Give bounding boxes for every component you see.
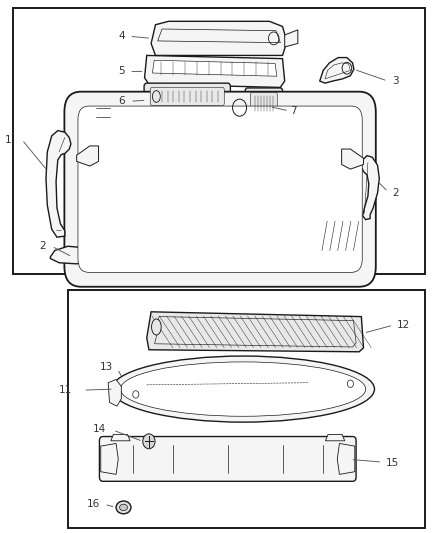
Text: 14: 14 bbox=[93, 424, 106, 433]
Text: 2: 2 bbox=[39, 241, 46, 251]
Polygon shape bbox=[325, 434, 345, 441]
FancyBboxPatch shape bbox=[245, 88, 283, 119]
Polygon shape bbox=[101, 443, 118, 474]
Circle shape bbox=[143, 434, 155, 449]
Polygon shape bbox=[108, 379, 121, 406]
FancyBboxPatch shape bbox=[78, 106, 362, 272]
Text: 3: 3 bbox=[392, 76, 399, 86]
Polygon shape bbox=[145, 55, 285, 87]
Polygon shape bbox=[151, 21, 287, 55]
Text: 4: 4 bbox=[118, 31, 125, 41]
Polygon shape bbox=[361, 156, 379, 220]
Ellipse shape bbox=[116, 501, 131, 514]
Polygon shape bbox=[152, 60, 277, 76]
Polygon shape bbox=[285, 30, 298, 47]
Ellipse shape bbox=[120, 504, 127, 511]
Polygon shape bbox=[111, 434, 130, 441]
Text: 6: 6 bbox=[118, 96, 125, 106]
Text: 15: 15 bbox=[385, 458, 399, 467]
FancyBboxPatch shape bbox=[251, 93, 277, 114]
Text: 12: 12 bbox=[396, 320, 410, 330]
Text: 7: 7 bbox=[290, 106, 297, 116]
Text: 11: 11 bbox=[59, 385, 72, 395]
Ellipse shape bbox=[120, 362, 366, 416]
Polygon shape bbox=[342, 149, 364, 169]
Polygon shape bbox=[46, 131, 71, 237]
FancyBboxPatch shape bbox=[99, 437, 356, 481]
Text: 1: 1 bbox=[5, 135, 12, 144]
Text: 16: 16 bbox=[87, 499, 100, 508]
Text: 2: 2 bbox=[392, 188, 399, 198]
FancyBboxPatch shape bbox=[64, 92, 376, 287]
Ellipse shape bbox=[152, 319, 161, 335]
Polygon shape bbox=[147, 312, 364, 352]
FancyBboxPatch shape bbox=[150, 87, 224, 106]
Polygon shape bbox=[50, 246, 95, 264]
Text: 13: 13 bbox=[100, 362, 113, 372]
Ellipse shape bbox=[152, 91, 160, 102]
Ellipse shape bbox=[112, 356, 374, 422]
Polygon shape bbox=[77, 146, 99, 166]
FancyBboxPatch shape bbox=[144, 83, 230, 110]
Text: 5: 5 bbox=[118, 67, 125, 76]
Polygon shape bbox=[337, 443, 355, 474]
Polygon shape bbox=[320, 58, 354, 83]
